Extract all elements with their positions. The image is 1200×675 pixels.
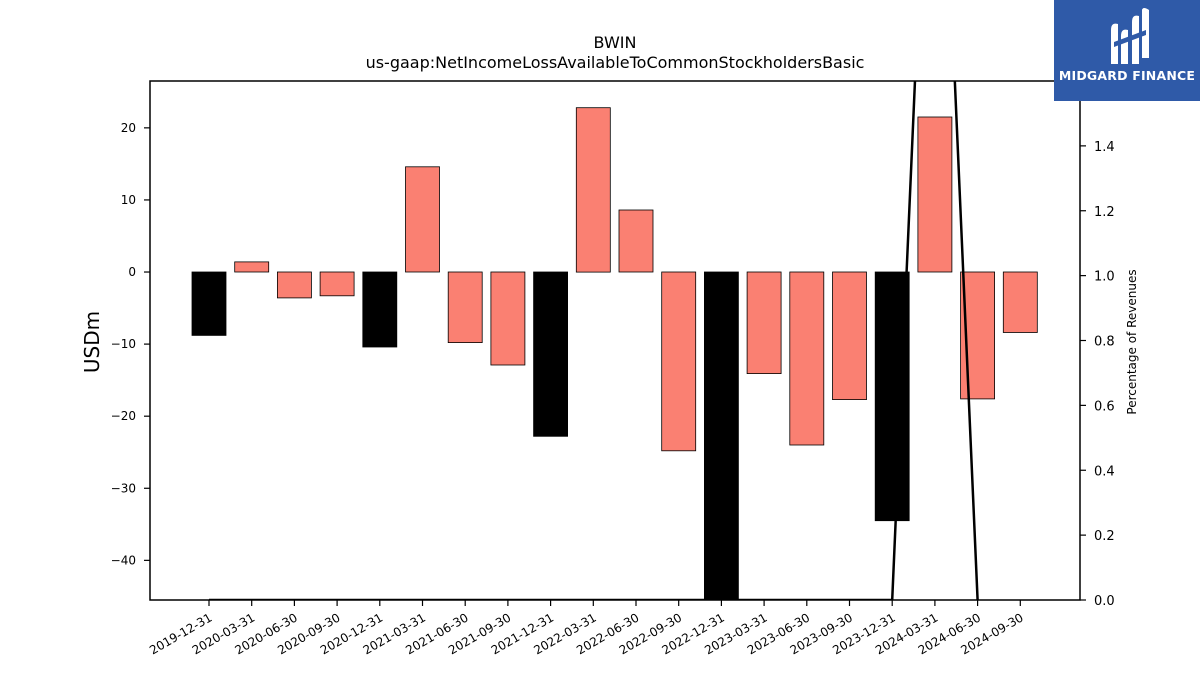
bar (234, 261, 270, 273)
bar (746, 271, 782, 374)
bar (575, 107, 611, 273)
y2-tick-label: 0.4 (1094, 464, 1115, 479)
logo-text: MIDGARD FINANCE (1058, 68, 1196, 83)
y-axis-label: USDm (80, 311, 104, 373)
bar (1002, 271, 1038, 333)
y2-tick-label: 0.0 (1094, 594, 1115, 609)
y-tick-label: 10 (121, 193, 136, 207)
bar (533, 271, 568, 437)
bar (618, 209, 654, 273)
bar (319, 271, 355, 297)
y2-tick-label: 1.4 (1094, 140, 1115, 155)
y-tick-label: −10 (111, 337, 136, 351)
y2-tick-label: 0.8 (1094, 335, 1115, 350)
bar (704, 271, 739, 600)
midgard-finance-logo: MIDGARD FINANCE (1054, 0, 1200, 101)
bars-layer (191, 107, 1038, 600)
y2-tick-label: 1.0 (1094, 270, 1115, 285)
y2-axis-label: Percentage of Revenues (1125, 269, 1139, 414)
y-tick-label: −30 (111, 481, 136, 495)
bar (405, 166, 440, 273)
bar (191, 271, 227, 336)
y-tick-label: −20 (111, 409, 136, 423)
y2-tick-label: 0.2 (1094, 529, 1115, 544)
y2-tick-label: 0.6 (1094, 399, 1115, 414)
bar (832, 271, 867, 400)
chart-title: BWIN (594, 33, 637, 52)
bar (917, 116, 953, 273)
y-tick-label: 0 (128, 265, 136, 279)
midgard-logo-icon (1111, 8, 1149, 65)
bar (490, 271, 526, 366)
y2-tick-label: 1.2 (1094, 205, 1115, 220)
y-tick-label: 20 (121, 121, 136, 135)
chart-subtitle: us-gaap:NetIncomeLossAvailableToCommonSt… (366, 53, 865, 72)
bar (661, 271, 697, 452)
bar (362, 271, 398, 348)
bar (447, 271, 483, 343)
bar (789, 271, 825, 446)
y-tick-label: −40 (111, 553, 136, 567)
bar (276, 271, 312, 299)
